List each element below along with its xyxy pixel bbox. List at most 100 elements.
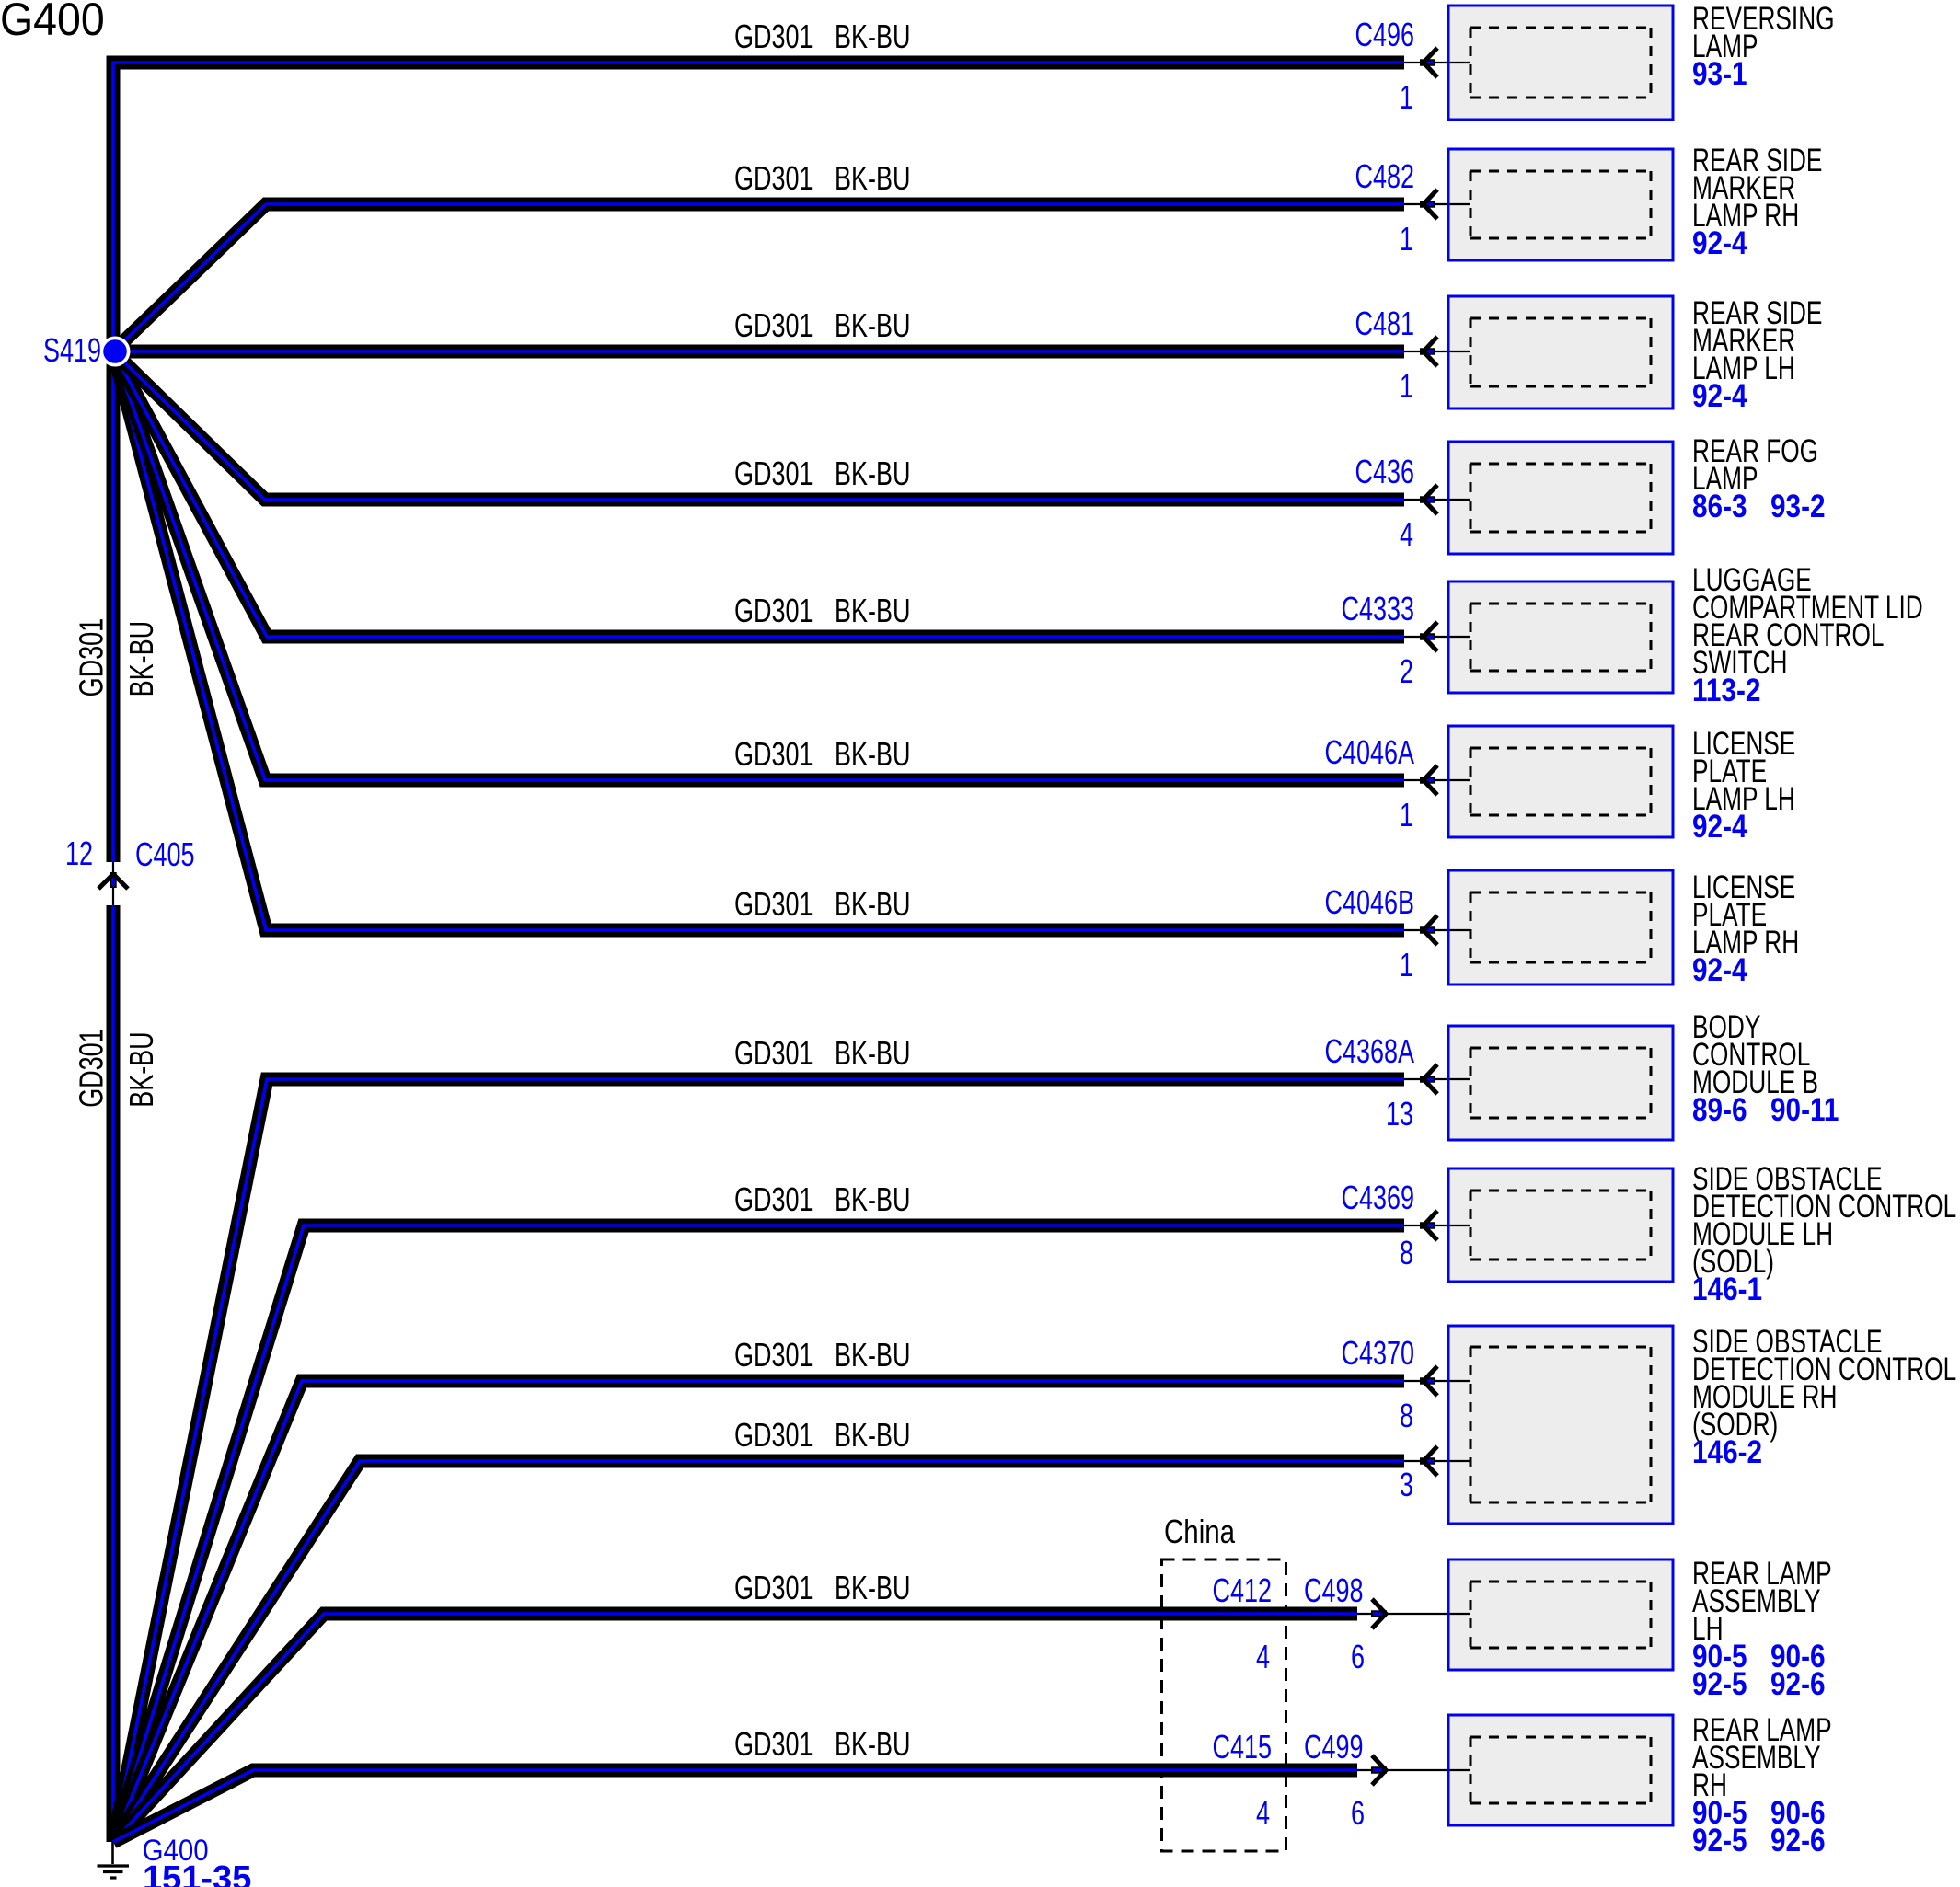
svg-text:BK-BU: BK-BU <box>835 1725 910 1763</box>
svg-text:G400: G400 <box>0 0 105 45</box>
svg-text:COMPARTMENT LID: COMPARTMENT LID <box>1692 589 1923 626</box>
svg-text:C481: C481 <box>1355 305 1414 342</box>
svg-text:LICENSE: LICENSE <box>1692 869 1795 905</box>
svg-text:GD301: GD301 <box>734 17 813 55</box>
svg-text:REAR LAMP: REAR LAMP <box>1692 1555 1832 1592</box>
svg-text:GD301: GD301 <box>734 1336 813 1374</box>
svg-text:13: 13 <box>1386 1095 1413 1133</box>
svg-text:LAMP RH: LAMP RH <box>1692 197 1799 234</box>
svg-text:REAR SIDE: REAR SIDE <box>1692 142 1822 178</box>
svg-text:3: 3 <box>1400 1466 1413 1503</box>
svg-text:90-5: 90-5 <box>1692 1639 1747 1674</box>
svg-text:90-11: 90-11 <box>1770 1092 1839 1128</box>
svg-text:GD301: GD301 <box>734 885 813 923</box>
svg-text:113-2: 113-2 <box>1692 673 1760 708</box>
svg-text:92-4: 92-4 <box>1692 952 1747 988</box>
svg-text:BK-BU: BK-BU <box>835 1034 910 1072</box>
svg-text:LICENSE: LICENSE <box>1692 725 1795 762</box>
svg-text:6: 6 <box>1351 1638 1365 1675</box>
svg-text:89-6: 89-6 <box>1692 1092 1747 1128</box>
svg-text:C4333: C4333 <box>1341 590 1414 627</box>
svg-text:BODY: BODY <box>1692 1008 1760 1045</box>
svg-text:12: 12 <box>65 834 93 872</box>
svg-text:REAR LAMP: REAR LAMP <box>1692 1711 1832 1748</box>
svg-text:G400: G400 <box>143 1834 209 1867</box>
svg-text:LAMP: LAMP <box>1692 28 1758 64</box>
svg-text:C415: C415 <box>1212 1728 1272 1766</box>
svg-text:PLATE: PLATE <box>1692 753 1767 789</box>
svg-text:MODULE LH: MODULE LH <box>1692 1215 1833 1252</box>
svg-text:4: 4 <box>1256 1794 1270 1832</box>
svg-text:BK-BU: BK-BU <box>835 592 910 629</box>
svg-text:C436: C436 <box>1355 453 1414 490</box>
svg-text:C498: C498 <box>1304 1571 1364 1609</box>
svg-text:MODULE RH: MODULE RH <box>1692 1378 1837 1415</box>
svg-text:ASSEMBLY: ASSEMBLY <box>1692 1739 1821 1776</box>
svg-text:LAMP LH: LAMP LH <box>1692 780 1795 817</box>
svg-text:GD301: GD301 <box>734 1034 813 1072</box>
svg-text:SWITCH: SWITCH <box>1692 644 1787 681</box>
svg-text:151-35: 151-35 <box>143 1859 251 1887</box>
svg-text:MARKER: MARKER <box>1692 322 1795 359</box>
svg-text:BK-BU: BK-BU <box>835 1336 910 1374</box>
svg-text:LAMP RH: LAMP RH <box>1692 924 1799 961</box>
svg-text:1: 1 <box>1400 78 1413 116</box>
svg-text:ASSEMBLY: ASSEMBLY <box>1692 1582 1821 1619</box>
svg-text:BK-BU: BK-BU <box>835 17 910 55</box>
svg-text:China: China <box>1164 1513 1236 1549</box>
svg-text:C482: C482 <box>1355 157 1414 195</box>
svg-text:1: 1 <box>1400 946 1413 984</box>
svg-text:92-4: 92-4 <box>1692 378 1747 414</box>
svg-text:C4046B: C4046B <box>1324 883 1414 921</box>
svg-text:BK-BU: BK-BU <box>835 1416 910 1454</box>
svg-text:92-6: 92-6 <box>1770 1666 1826 1702</box>
svg-text:93-2: 93-2 <box>1770 489 1826 524</box>
svg-text:C496: C496 <box>1355 16 1414 53</box>
svg-text:REAR SIDE: REAR SIDE <box>1692 294 1822 331</box>
svg-text:92-6: 92-6 <box>1770 1823 1826 1858</box>
svg-text:BK-BU: BK-BU <box>835 306 910 344</box>
svg-text:GD301: GD301 <box>734 1569 813 1606</box>
svg-text:92-5: 92-5 <box>1692 1666 1747 1702</box>
svg-text:RH: RH <box>1692 1766 1727 1803</box>
svg-text:LUGGAGE: LUGGAGE <box>1692 561 1812 598</box>
svg-text:1: 1 <box>1400 220 1413 258</box>
svg-text:6: 6 <box>1351 1794 1365 1832</box>
svg-text:SIDE OBSTACLE: SIDE OBSTACLE <box>1692 1160 1883 1197</box>
svg-text:BK-BU: BK-BU <box>835 885 910 923</box>
svg-text:DETECTION CONTROL: DETECTION CONTROL <box>1692 1351 1956 1387</box>
svg-text:8: 8 <box>1400 1397 1413 1434</box>
svg-text:BK-BU: BK-BU <box>122 621 160 696</box>
svg-text:GD301: GD301 <box>734 592 813 629</box>
svg-text:BK-BU: BK-BU <box>122 1031 160 1107</box>
svg-text:LAMP: LAMP <box>1692 460 1758 497</box>
svg-text:4: 4 <box>1400 515 1413 553</box>
svg-text:92-5: 92-5 <box>1692 1823 1747 1858</box>
svg-text:90-5: 90-5 <box>1692 1795 1747 1831</box>
svg-text:GD301: GD301 <box>734 306 813 344</box>
svg-text:8: 8 <box>1400 1234 1413 1271</box>
svg-text:146-2: 146-2 <box>1692 1434 1762 1470</box>
svg-text:DETECTION CONTROL: DETECTION CONTROL <box>1692 1188 1956 1225</box>
svg-text:BK-BU: BK-BU <box>835 159 910 197</box>
svg-text:93-1: 93-1 <box>1692 56 1747 92</box>
svg-text:C405: C405 <box>135 835 195 873</box>
svg-text:S419: S419 <box>43 331 101 369</box>
svg-text:146-1: 146-1 <box>1692 1271 1762 1307</box>
svg-text:CONTROL: CONTROL <box>1692 1036 1810 1073</box>
svg-text:SIDE OBSTACLE: SIDE OBSTACLE <box>1692 1323 1883 1360</box>
svg-text:GD301: GD301 <box>734 159 813 197</box>
svg-text:C412: C412 <box>1212 1571 1272 1609</box>
svg-text:PLATE: PLATE <box>1692 896 1767 933</box>
svg-text:LH: LH <box>1692 1610 1724 1647</box>
svg-text:C4369: C4369 <box>1341 1179 1414 1216</box>
svg-text:MARKER: MARKER <box>1692 169 1795 206</box>
svg-text:90-6: 90-6 <box>1770 1639 1826 1674</box>
svg-text:GD301: GD301 <box>734 735 813 773</box>
svg-text:MODULE B: MODULE B <box>1692 1064 1818 1100</box>
svg-text:GD301: GD301 <box>73 1029 110 1107</box>
svg-text:REVERSING: REVERSING <box>1692 0 1835 37</box>
svg-text:LAMP LH: LAMP LH <box>1692 350 1795 386</box>
svg-text:C4370: C4370 <box>1341 1334 1414 1372</box>
svg-text:C4046A: C4046A <box>1324 733 1414 771</box>
